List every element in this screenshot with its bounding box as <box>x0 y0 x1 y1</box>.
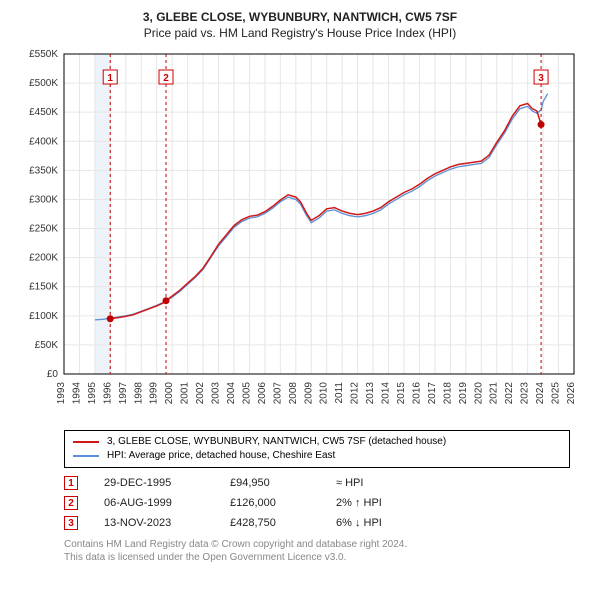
legend-row: 3, GLEBE CLOSE, WYBUNBURY, NANTWICH, CW5… <box>73 435 561 449</box>
svg-text:2016: 2016 <box>411 382 422 405</box>
footer-line-1: Contains HM Land Registry data © Crown c… <box>64 538 570 551</box>
chart-svg: £0 £50K £100K £150K £200K £250K £300K £350K £400… <box>12 46 588 424</box>
footer-line-2: This data is licensed under the Open Gov… <box>64 551 570 564</box>
transaction-price: £126,000 <box>230 497 310 509</box>
transactions-table: 1 29-DEC-1995 £94,950 ≈ HPI 2 06-AUG-1999 £126… <box>64 476 570 530</box>
legend-swatch <box>73 455 99 457</box>
transaction-date: 06-AUG-1999 <box>104 497 204 509</box>
svg-text:£300K: £300K <box>29 194 58 205</box>
transaction-comparison: 6% ↓ HPI <box>336 517 416 529</box>
transaction-row: 2 06-AUG-1999 £126,000 2% ↑ HPI <box>64 496 570 510</box>
svg-text:1: 1 <box>107 73 113 84</box>
svg-text:£150K: £150K <box>29 282 58 293</box>
series-hpi <box>95 94 548 320</box>
svg-text:2022: 2022 <box>504 382 515 405</box>
legend-label: HPI: Average price, detached house, Ches… <box>107 449 335 463</box>
svg-text:2007: 2007 <box>272 382 283 405</box>
svg-text:1999: 1999 <box>149 382 160 405</box>
svg-text:2008: 2008 <box>288 382 299 405</box>
transaction-row: 3 13-NOV-2023 £428,750 6% ↓ HPI <box>64 516 570 530</box>
svg-text:2011: 2011 <box>334 382 345 404</box>
svg-text:2013: 2013 <box>365 382 376 405</box>
transaction-marker: 2 <box>64 496 78 510</box>
legend-label: 3, GLEBE CLOSE, WYBUNBURY, NANTWICH, CW5… <box>107 435 446 449</box>
svg-text:3: 3 <box>538 73 544 84</box>
svg-text:2002: 2002 <box>195 382 206 405</box>
titles: 3, GLEBE CLOSE, WYBUNBURY, NANTWICH, CW5… <box>12 10 588 40</box>
svg-text:1996: 1996 <box>102 382 113 405</box>
svg-text:2021: 2021 <box>489 382 500 405</box>
title-subtitle: Price paid vs. HM Land Registry's House … <box>12 26 588 40</box>
svg-text:£550K: £550K <box>29 49 58 60</box>
svg-text:£200K: £200K <box>29 253 58 264</box>
svg-text:2006: 2006 <box>257 382 268 405</box>
svg-text:2015: 2015 <box>396 382 407 405</box>
title-address: 3, GLEBE CLOSE, WYBUNBURY, NANTWICH, CW5… <box>12 10 588 24</box>
transaction-comparison: 2% ↑ HPI <box>336 497 416 509</box>
transaction-row: 1 29-DEC-1995 £94,950 ≈ HPI <box>64 476 570 490</box>
svg-text:2001: 2001 <box>180 382 191 405</box>
legend-swatch <box>73 441 99 443</box>
transaction-comparison: ≈ HPI <box>336 477 416 489</box>
svg-text:2017: 2017 <box>427 382 438 405</box>
transaction-date: 29-DEC-1995 <box>104 477 204 489</box>
svg-text:2005: 2005 <box>241 382 252 405</box>
svg-text:2004: 2004 <box>226 382 237 405</box>
svg-text:2018: 2018 <box>442 382 453 405</box>
svg-text:2014: 2014 <box>381 382 392 405</box>
svg-text:£400K: £400K <box>29 136 58 147</box>
svg-text:£250K: £250K <box>29 224 58 235</box>
transaction-price: £94,950 <box>230 477 310 489</box>
chart: £0 £50K £100K £150K £200K £250K £300K £350K £400… <box>12 46 588 424</box>
figure-root: 3, GLEBE CLOSE, WYBUNBURY, NANTWICH, CW5… <box>0 0 600 572</box>
svg-text:£0: £0 <box>47 369 59 380</box>
svg-text:2026: 2026 <box>566 382 577 405</box>
svg-text:1995: 1995 <box>87 382 98 405</box>
svg-text:£500K: £500K <box>29 78 58 89</box>
footer: Contains HM Land Registry data © Crown c… <box>64 538 570 564</box>
svg-text:2019: 2019 <box>458 382 469 405</box>
transaction-marker: 3 <box>64 516 78 530</box>
svg-text:2: 2 <box>163 73 169 84</box>
svg-text:1998: 1998 <box>133 382 144 405</box>
legend-row: HPI: Average price, detached house, Ches… <box>73 449 561 463</box>
svg-text:2010: 2010 <box>319 382 330 405</box>
svg-text:2003: 2003 <box>211 382 222 405</box>
svg-text:£450K: £450K <box>29 107 58 118</box>
svg-text:2012: 2012 <box>350 382 361 405</box>
svg-text:£350K: £350K <box>29 165 58 176</box>
transaction-date: 13-NOV-2023 <box>104 517 204 529</box>
svg-text:2020: 2020 <box>473 382 484 405</box>
transaction-marker: 1 <box>64 476 78 490</box>
svg-text:2023: 2023 <box>520 382 531 405</box>
svg-text:1997: 1997 <box>118 382 129 405</box>
svg-text:2024: 2024 <box>535 382 546 405</box>
svg-text:£50K: £50K <box>35 340 59 351</box>
transaction-price: £428,750 <box>230 517 310 529</box>
svg-text:1993: 1993 <box>56 382 67 405</box>
svg-text:£100K: £100K <box>29 311 58 322</box>
svg-text:1994: 1994 <box>71 382 82 405</box>
legend: 3, GLEBE CLOSE, WYBUNBURY, NANTWICH, CW5… <box>64 430 570 468</box>
svg-text:2025: 2025 <box>551 382 562 405</box>
svg-text:2009: 2009 <box>303 382 314 405</box>
svg-text:2000: 2000 <box>164 382 175 405</box>
